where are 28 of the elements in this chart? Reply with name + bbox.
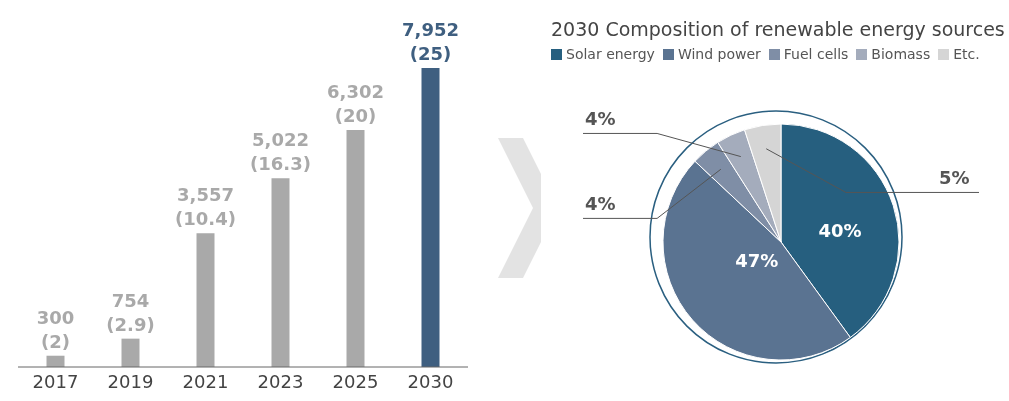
x-tick-label: 2023 xyxy=(257,370,304,392)
data-label: 6,302 (20) xyxy=(327,81,384,127)
bar xyxy=(121,338,140,367)
chart-title: 2030 Composition of renewable energy sources xyxy=(551,18,1005,40)
legend-label: Solar energy xyxy=(566,46,655,62)
data-label: 5% xyxy=(939,167,970,189)
data-label: 3,557 (10.4) xyxy=(175,184,236,230)
x-tick-label: 2019 xyxy=(107,370,154,392)
data-label: 4% xyxy=(585,193,616,215)
data-label: 5,022 (16.3) xyxy=(250,129,311,175)
x-tick-label: 2030 xyxy=(407,370,454,392)
x-tick-label: 2025 xyxy=(332,370,379,392)
legend-label: Fuel cells xyxy=(783,46,849,62)
x-tick-label: 2017 xyxy=(32,370,79,392)
legend-label: Wind power xyxy=(677,46,761,62)
bar xyxy=(271,178,290,367)
bar xyxy=(196,233,215,367)
bar xyxy=(346,130,365,367)
data-label: 7,952 (25) xyxy=(402,19,459,64)
data-label: 754 (2.9) xyxy=(106,289,155,335)
data-label: 300 (2) xyxy=(36,306,75,352)
bar xyxy=(421,68,440,367)
legend-label: Etc. xyxy=(953,46,980,62)
legend-label: Biomass xyxy=(871,46,931,62)
x-tick-label: 2021 xyxy=(182,370,229,392)
data-label: 4% xyxy=(585,108,616,130)
data-label: 47% xyxy=(735,250,779,272)
data-label: 40% xyxy=(818,220,862,242)
